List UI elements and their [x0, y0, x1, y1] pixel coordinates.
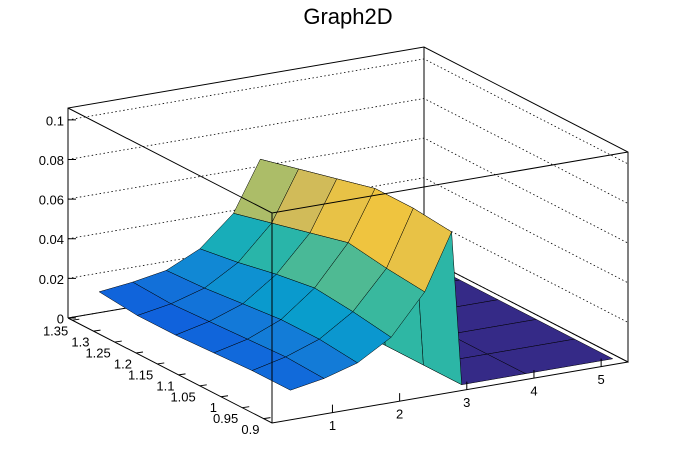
- x-tick-label: 3: [463, 395, 470, 410]
- z-tick-label: 0.08: [39, 153, 64, 168]
- y-tick: [263, 417, 271, 420]
- y-tick-label: 1.05: [170, 389, 195, 404]
- x-tick-label: 2: [396, 407, 403, 422]
- grid-line: [67, 98, 629, 204]
- surface-cell: [251, 356, 325, 391]
- z-tick-label: 0.06: [39, 193, 64, 208]
- y-tick: [114, 340, 122, 343]
- chart-title: Graph2D: [303, 4, 392, 29]
- grid-line: [67, 177, 629, 284]
- grid-line: [67, 137, 629, 244]
- z-tick-label: 0: [57, 311, 64, 326]
- y-tick-label: 0.95: [213, 411, 238, 426]
- grid-line: [67, 58, 629, 165]
- y-tick-label: 1.15: [128, 367, 153, 382]
- y-tick: [220, 395, 229, 398]
- y-tick-label: 1.35: [43, 324, 68, 339]
- y-tick: [157, 362, 165, 365]
- y-tick-label: 1.2: [114, 356, 132, 371]
- x-tick-label: 1: [329, 418, 336, 433]
- y-tick-label: 1.3: [71, 335, 89, 350]
- z-tick-label: 0.04: [39, 232, 64, 247]
- z-tick-label: 0.02: [39, 272, 64, 287]
- x-tick-label: 5: [598, 372, 605, 387]
- y-tick: [199, 384, 207, 387]
- y-tick-label: 1.25: [85, 346, 110, 361]
- y-tick: [93, 329, 101, 332]
- y-tick: [72, 318, 80, 321]
- y-tick: [135, 351, 144, 354]
- y-tick-label: 1: [210, 400, 217, 415]
- x-tick-label: 4: [530, 384, 537, 399]
- y-tick-label: 0.9: [241, 422, 259, 437]
- y-tick: [242, 406, 250, 409]
- y-tick: [178, 373, 186, 376]
- y-tick-label: 1.1: [156, 378, 174, 393]
- z-tick-label: 0.1: [46, 113, 64, 128]
